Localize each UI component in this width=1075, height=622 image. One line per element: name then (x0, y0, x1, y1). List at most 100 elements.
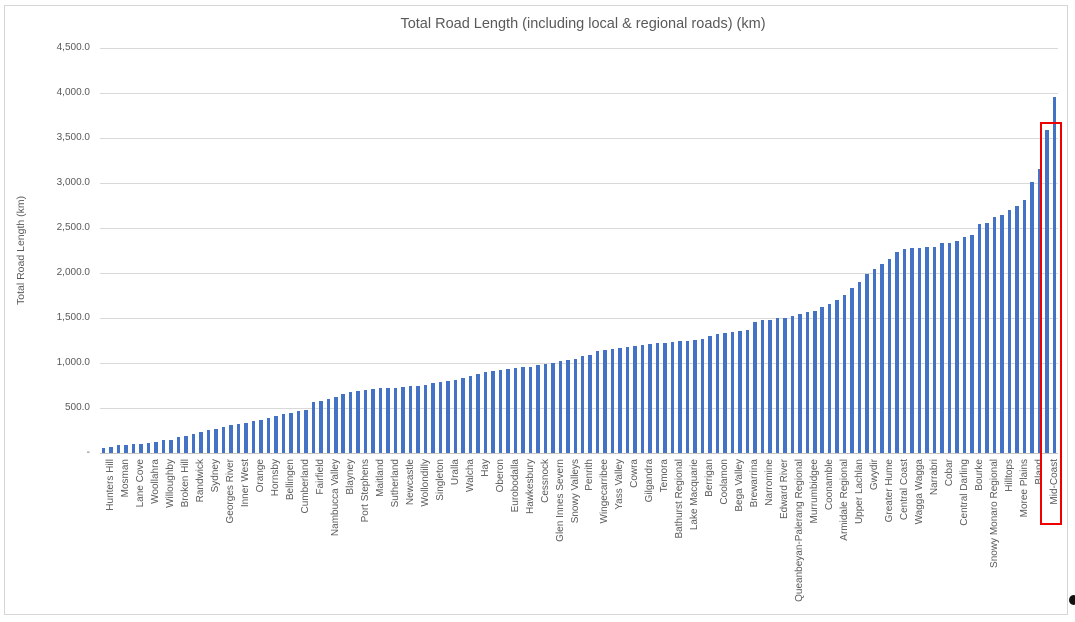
bar (1015, 206, 1019, 453)
bar-slot (145, 48, 152, 453)
bar-slot (923, 48, 930, 453)
bar-slot (310, 48, 317, 453)
x-label-slot: Berrigan (703, 459, 718, 615)
bar (461, 378, 465, 453)
bar-slot (362, 48, 369, 453)
bar (551, 362, 555, 453)
bar-slot (130, 48, 137, 453)
bar-slot (272, 48, 279, 453)
bar-slot (991, 48, 998, 453)
bar-slot (302, 48, 309, 453)
bar-slot (497, 48, 504, 453)
x-category-label: Murrumbidgee (809, 459, 821, 524)
bar-slot (152, 48, 159, 453)
x-label-slot: Lake Macquarie (688, 459, 703, 615)
x-category-label: Snowy Monaro Regional (988, 459, 1000, 568)
bar (580, 355, 585, 453)
bar (842, 294, 847, 453)
x-label-slot: Wingecarribee (598, 459, 613, 615)
bar-slot (564, 48, 571, 453)
x-label-slot: Gilgandra (643, 459, 658, 615)
bar-slot (205, 48, 212, 453)
bar (693, 340, 697, 453)
x-category-label: Queanbeyan-Palerang Regional (794, 459, 806, 602)
x-category-label: Singleton (434, 459, 446, 501)
bar-slot (399, 48, 406, 453)
x-category-label: Temora (659, 459, 671, 493)
bar-slot (332, 48, 339, 453)
plot-area[interactable] (100, 48, 1058, 454)
bar-slot (586, 48, 593, 453)
bar-slot (766, 48, 773, 453)
bar-slot (781, 48, 788, 453)
x-label-slot: Cessnock (538, 459, 553, 615)
bar (109, 446, 113, 453)
bar-slot (916, 48, 923, 453)
bar (371, 388, 375, 453)
bar-slot (437, 48, 444, 453)
x-category-label: Wingecarribee (599, 459, 611, 524)
bar-slot (242, 48, 249, 453)
bar (386, 387, 390, 453)
x-category-label: Lake Macquarie (689, 459, 701, 531)
x-label-slot: Walcha (463, 459, 478, 615)
bar-slot (347, 48, 354, 453)
bar-slot (841, 48, 848, 453)
bar-slot (706, 48, 713, 453)
bar-slot (407, 48, 414, 453)
x-label-slot: Bourke (972, 459, 987, 615)
x-label-slot: Hunters Hill (104, 459, 119, 615)
bar-slot (459, 48, 466, 453)
x-category-label: Bellingen (285, 459, 297, 501)
x-category-label: Coolamon (719, 459, 731, 505)
bar-slot (601, 48, 608, 453)
bar (416, 385, 420, 453)
bar-slot (527, 48, 534, 453)
bar (101, 447, 106, 453)
x-category-label: Sydney (210, 459, 222, 493)
bar-slot (100, 48, 107, 453)
bar-slot (976, 48, 983, 453)
bar (453, 379, 458, 453)
bar (506, 369, 510, 453)
x-label-slot: Willoughby (164, 459, 179, 615)
bar (917, 247, 922, 453)
bar-slot (699, 48, 706, 453)
bar-series[interactable] (100, 48, 1058, 453)
x-label-slot: Cowra (628, 459, 643, 615)
x-label-slot: Central Coast (897, 459, 912, 615)
bar-slot (489, 48, 496, 453)
x-category-label: Coonamble (823, 459, 835, 511)
bar (154, 442, 158, 453)
bar-slot (983, 48, 990, 453)
x-label-slot: Blayney (344, 459, 359, 615)
bar (558, 361, 563, 453)
x-category-label: Blayney (344, 459, 356, 495)
bar (708, 336, 712, 453)
x-category-label: Armidale Regional (838, 459, 850, 541)
x-axis-line (100, 453, 1058, 454)
bar-slot (646, 48, 653, 453)
bar (625, 346, 630, 453)
highlight-red-box[interactable] (1040, 122, 1062, 525)
bar-slot (624, 48, 631, 453)
y-tick-label: 3,000.0 (56, 177, 90, 188)
x-category-label: Port Stephens (359, 459, 371, 523)
bar (670, 342, 675, 453)
bar-slot (317, 48, 324, 453)
x-label-slot: Maitland (373, 459, 388, 615)
x-category-label: Bathurst Regional (674, 459, 686, 539)
bar (438, 382, 443, 453)
x-label-slot: Nambucca Valley (329, 459, 344, 615)
x-category-label: Bega Valley (734, 459, 746, 512)
bar-slot (572, 48, 579, 453)
bar (408, 386, 413, 453)
bar-slot (819, 48, 826, 453)
gridline (100, 318, 1058, 319)
bar-slot (871, 48, 878, 453)
bar (573, 358, 577, 453)
bar-slot (160, 48, 167, 453)
bar-slot (257, 48, 264, 453)
bar (521, 367, 525, 453)
gridline (100, 273, 1058, 274)
